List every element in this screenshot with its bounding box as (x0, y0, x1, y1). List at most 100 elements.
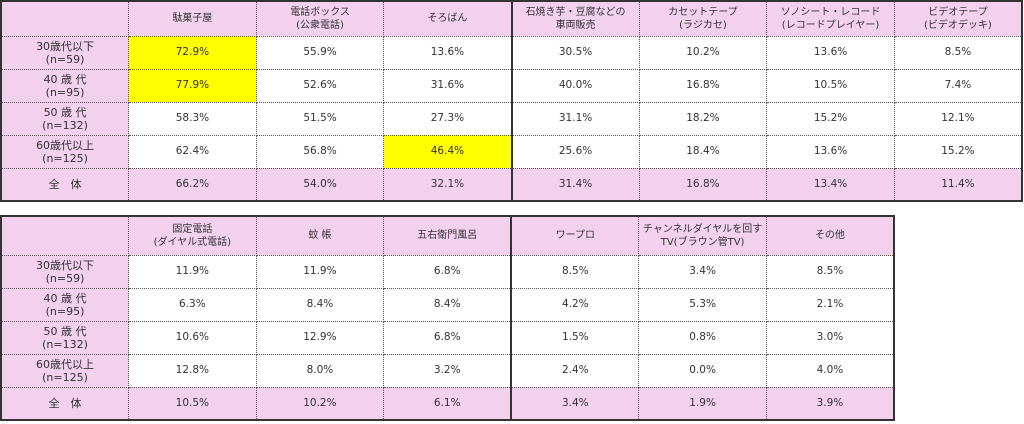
value-cell: 10.2% (255, 386, 385, 421)
value-cell: 3.9% (765, 386, 895, 421)
column-header: ワープロ (510, 215, 640, 256)
value-cell: 31.6% (383, 68, 512, 103)
value-cell: 10.6% (128, 320, 257, 355)
value-cell: 0.8% (638, 320, 767, 355)
total-row: 全 体 10.5% 10.2% 6.1% 3.4% 1.9% 3.9% (0, 386, 895, 421)
value-cell: 3.4% (638, 254, 767, 289)
value-cell: 3.2% (383, 353, 512, 388)
label-line1: 30歳代以下 (36, 258, 95, 272)
row-label: 50 歳 代 (n=132) (0, 101, 130, 136)
value-cell: 66.2% (128, 167, 257, 202)
table-row: 60歳代以上 (n=125) 62.4% 56.8% 46.4% 25.6% 18.4% 13… (0, 134, 1023, 169)
label-line1: 40 歳 代 (43, 291, 87, 305)
column-header: 五右衛門風呂 (383, 215, 512, 256)
value-cell: 62.4% (128, 134, 257, 169)
label-line1: 30歳代以下 (36, 39, 95, 53)
value-cell: 10.2% (638, 35, 768, 70)
label-line2: (n=95) (45, 304, 85, 318)
label-line1: 50 歳 代 (43, 105, 87, 119)
label-line2: (レコードプレイヤー) (781, 19, 880, 31)
value-cell: 10.5% (128, 386, 257, 421)
value-cell: 2.1% (765, 287, 895, 322)
label-line1: 蚊 帳 (308, 230, 332, 242)
label-line2: (n=59) (45, 271, 85, 285)
label-line2: (ビデオデッキ) (924, 19, 992, 31)
value-cell: 6.8% (383, 320, 512, 355)
label-line2: (ダイヤル式電話) (153, 236, 232, 248)
label-line2: 車両販売 (555, 19, 596, 31)
value-cell: 55.9% (255, 35, 385, 70)
value-cell: 27.3% (383, 101, 512, 136)
table-row: 50 歳 代 (n=132) 58.3% 51.5% 27.3% 31.1% 18.2% 15… (0, 101, 1023, 136)
value-cell: 12.1% (893, 101, 1023, 136)
value-cell: 15.2% (766, 101, 895, 136)
survey-table-2: 固定電話 (ダイヤル式電話) 蚊 帳 五右衛門風呂 ワープロ チャンネルダイヤルを回す TV… (0, 215, 895, 421)
column-header: カセットテープ (ラジカセ) (638, 0, 768, 37)
label-line1: 駄菓子屋 (172, 13, 213, 25)
column-header: 電話ボックス (公衆電話) (255, 0, 385, 37)
value-cell: 1.5% (510, 320, 640, 355)
column-header: ビデオテープ (ビデオデッキ) (893, 0, 1023, 37)
value-cell: 72.9% (128, 35, 257, 70)
value-cell: 10.5% (766, 68, 895, 103)
value-cell: 8.5% (765, 254, 895, 289)
label-line1: チャンネルダイヤルを回す (642, 223, 763, 235)
label-line2: (n=125) (42, 370, 88, 384)
label-line2: (公衆電話) (296, 19, 344, 31)
label-line1: カセットテープ (668, 6, 738, 18)
label-line2: (n=125) (42, 151, 88, 165)
value-cell: 56.8% (255, 134, 385, 169)
value-cell: 13.6% (766, 35, 895, 70)
column-header: 蚊 帳 (255, 215, 385, 256)
corner-cell (0, 0, 130, 37)
column-header: その他 (765, 215, 895, 256)
column-header: 石焼き芋・豆腐などの 車両販売 (510, 0, 640, 37)
value-cell: 11.4% (893, 167, 1023, 202)
label-line2: (n=132) (42, 118, 88, 132)
value-cell: 12.9% (255, 320, 385, 355)
label-line1: ソノシート・レコード (780, 6, 881, 18)
value-cell: 31.1% (510, 101, 640, 136)
table-row: 30歳代以下 (n=59) 72.9% 55.9% 13.6% 30.5% 10.2% 13.… (0, 35, 1023, 70)
value-cell: 11.9% (255, 254, 385, 289)
value-cell: 6.3% (128, 287, 257, 322)
label-line1: 電話ボックス (290, 6, 350, 18)
value-cell: 13.6% (383, 35, 512, 70)
value-cell: 77.9% (128, 68, 257, 103)
label-line1: そろばん (427, 13, 468, 25)
row-label: 60歳代以上 (n=125) (0, 134, 130, 169)
corner-cell (0, 215, 130, 256)
row-label: 60歳代以上 (n=125) (0, 353, 130, 388)
value-cell: 3.4% (510, 386, 640, 421)
table-row: 50 歳 代 (n=132) 10.6% 12.9% 6.8% 1.5% 0.8% 3.0% (0, 320, 895, 355)
table-row: 30歳代以下 (n=59) 11.9% 11.9% 6.8% 8.5% 3.4% 8.5% (0, 254, 895, 289)
value-cell: 2.4% (510, 353, 640, 388)
value-cell: 30.5% (510, 35, 640, 70)
value-cell: 16.8% (638, 68, 768, 103)
value-cell: 8.5% (510, 254, 640, 289)
label-line1: 全 体 (48, 396, 82, 410)
table-row: 40 歳 代 (n=95) 77.9% 52.6% 31.6% 40.0% 16.8% 10.… (0, 68, 1023, 103)
table-row: 40 歳 代 (n=95) 6.3% 8.4% 8.4% 4.2% 5.3% 2.1% (0, 287, 895, 322)
value-cell: 58.3% (128, 101, 257, 136)
column-header: チャンネルダイヤルを回す TV(ブラウン管TV) (638, 215, 767, 256)
value-cell: 51.5% (255, 101, 385, 136)
value-cell: 8.4% (255, 287, 385, 322)
value-cell: 6.1% (383, 386, 512, 421)
label-line1: ビデオテープ (928, 6, 988, 18)
value-cell: 31.4% (510, 167, 640, 202)
header-row: 固定電話 (ダイヤル式電話) 蚊 帳 五右衛門風呂 ワープロ チャンネルダイヤルを回す TV… (0, 215, 895, 256)
value-cell: 13.4% (766, 167, 895, 202)
header-row: 駄菓子屋 電話ボックス (公衆電話) そろばん 石焼き芋・豆腐などの 車両販売 カセットテー… (0, 0, 1023, 37)
label-line1: その他 (814, 230, 845, 242)
value-cell: 8.5% (893, 35, 1023, 70)
label-line1: 五右衛門風呂 (417, 230, 478, 242)
value-cell: 0.0% (638, 353, 767, 388)
row-label: 30歳代以下 (n=59) (0, 254, 130, 289)
label-line1: 固定電話 (172, 223, 213, 235)
row-label: 全 体 (0, 386, 130, 421)
value-cell: 11.9% (128, 254, 257, 289)
label-line2: TV(ブラウン管TV) (660, 236, 745, 248)
row-label: 全 体 (0, 167, 130, 202)
value-cell: 4.2% (510, 287, 640, 322)
